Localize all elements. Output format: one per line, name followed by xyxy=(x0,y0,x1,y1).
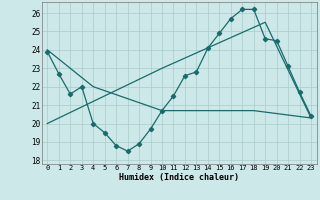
X-axis label: Humidex (Indice chaleur): Humidex (Indice chaleur) xyxy=(119,173,239,182)
